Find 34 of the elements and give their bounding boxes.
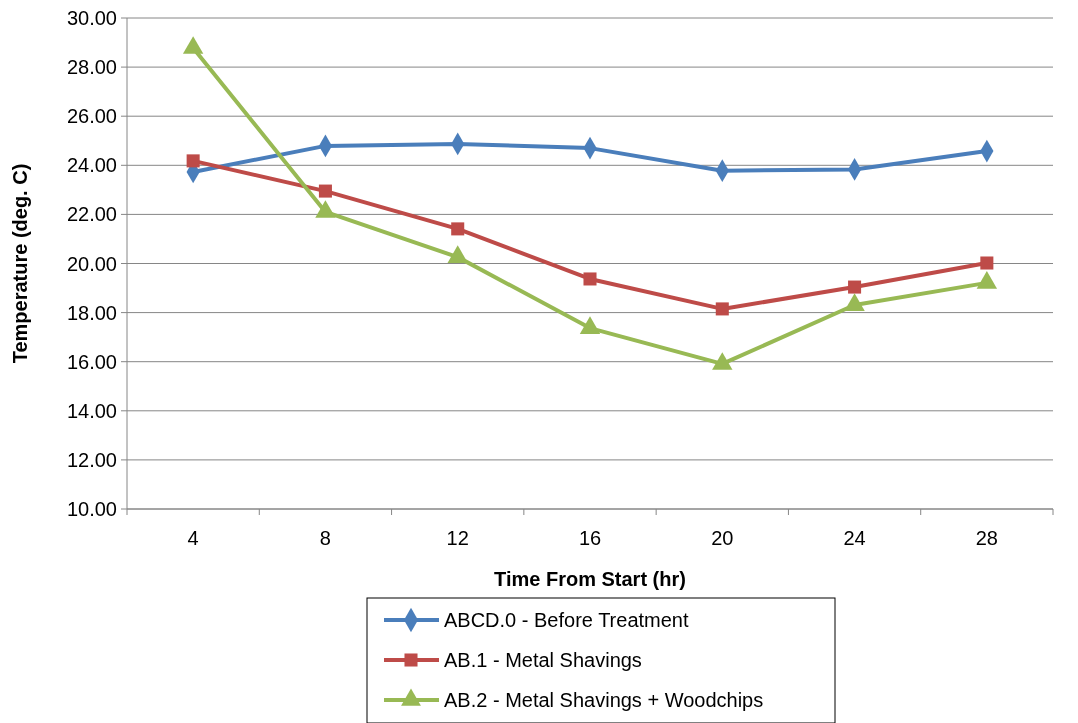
point — [844, 293, 865, 311]
x-axis-title: Time From Start (hr) — [494, 568, 686, 590]
x-tick-label: 4 — [187, 527, 199, 549]
point — [447, 245, 468, 263]
point — [186, 154, 200, 168]
x-tick-label: 8 — [319, 527, 331, 549]
x-tick-label: 16 — [578, 527, 602, 549]
legend-label: ABCD.0 - Before Treatment — [444, 609, 689, 631]
y-tick-label: 20.00 — [66, 252, 117, 275]
point — [583, 272, 597, 286]
y-tick-label: 18.00 — [66, 301, 117, 324]
point — [976, 271, 998, 289]
y-axis-title: Temperature (deg. C) — [9, 163, 31, 364]
x-tick-label: 24 — [843, 527, 866, 549]
x-tick-label: 28 — [975, 527, 998, 549]
y-tick-label: 12.00 — [66, 448, 117, 471]
x-tick-label: 20 — [711, 527, 734, 549]
y-tick-label: 28.00 — [66, 56, 117, 79]
y-tick-label: 30.00 — [66, 7, 117, 29]
y-tick-label: 14.00 — [66, 399, 117, 422]
y-tick-label: 10.00 — [66, 498, 117, 520]
y-tick-label: 26.00 — [66, 105, 117, 128]
point — [848, 280, 862, 294]
legend-label: AB.1 - Metal Shavings — [444, 649, 642, 671]
point — [451, 222, 465, 236]
point — [980, 256, 994, 270]
y-tick-label: 22.00 — [66, 203, 117, 226]
x-tick-label: 12 — [446, 527, 469, 549]
y-tick-label: 24.00 — [66, 154, 117, 177]
legend-label: AB.2 - Metal Shavings + Woodchips — [444, 689, 764, 711]
point — [579, 316, 601, 334]
point — [318, 184, 332, 198]
y-tick-label: 16.00 — [66, 350, 117, 373]
point — [712, 352, 733, 370]
